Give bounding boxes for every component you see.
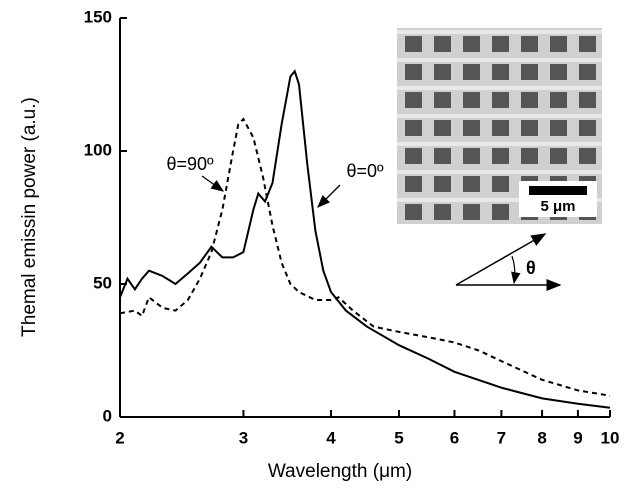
annotation: θ=0º [346, 161, 384, 181]
angle-arc [511, 255, 521, 285]
annotation-arrow [317, 184, 341, 208]
x-tick-label: 5 [394, 428, 403, 447]
angle-ray [455, 233, 547, 286]
x-tick-label: 7 [497, 428, 506, 447]
x-tick-label: 6 [450, 428, 459, 447]
scale-bar [529, 186, 587, 195]
y-axis-label: Themal emissin power (a.u.) [19, 97, 40, 337]
annotation-arrow [201, 175, 225, 192]
x-tick-label: 8 [537, 428, 546, 447]
y-tick-label: 50 [93, 273, 112, 292]
x-tick-label: 10 [601, 428, 620, 447]
x-tick-label: 3 [239, 428, 248, 447]
x-tick-label: 2 [115, 428, 124, 447]
series-line [119, 117, 611, 397]
y-tick-label: 150 [84, 7, 112, 26]
scale-bar-label: 5 μm [540, 198, 575, 215]
angle-label: θ [526, 258, 536, 278]
y-tick-label: 100 [84, 140, 112, 159]
series-line [119, 69, 611, 409]
x-axis-label: Wavelength (μm) [268, 461, 412, 482]
annotation: θ=90º [166, 154, 214, 174]
x-tick-label: 4 [326, 428, 336, 447]
x-tick-label: 9 [573, 428, 582, 447]
y-tick-label: 0 [103, 406, 112, 425]
